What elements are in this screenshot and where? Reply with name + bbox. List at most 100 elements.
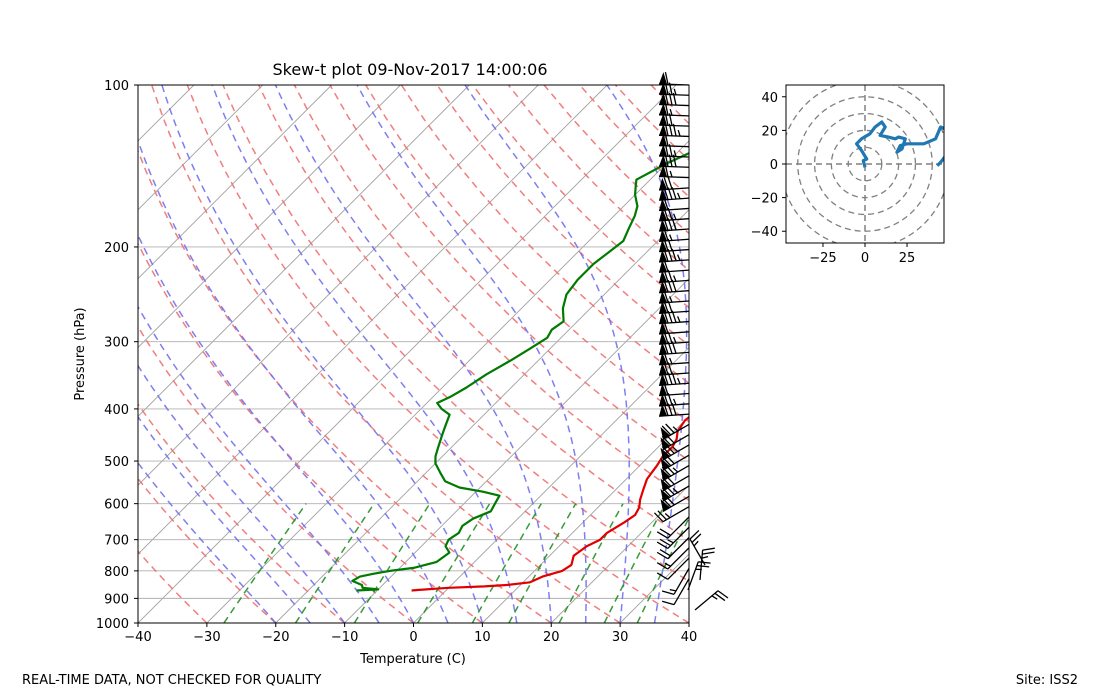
y-tick-label: 600 (104, 498, 129, 513)
barb-staff (687, 561, 699, 591)
temperature-profile (411, 415, 689, 592)
barb-staff (659, 290, 690, 294)
barb-flag (659, 290, 668, 304)
barb-full (671, 403, 677, 416)
barb-staff (659, 187, 690, 191)
barb-full (667, 300, 673, 313)
dry-adiabat (222, 85, 689, 583)
barb-full (664, 154, 669, 167)
wind-barb (659, 177, 690, 191)
barb-full (667, 362, 673, 375)
barb-full (668, 144, 673, 157)
wind-barb (659, 197, 690, 212)
y-tick-label: 900 (104, 592, 129, 607)
wind-barb (659, 393, 690, 407)
wind-barb (659, 352, 690, 366)
barb-flag (659, 352, 668, 365)
barb-full (665, 423, 675, 434)
barb-full (656, 551, 669, 560)
barb-staff (659, 392, 690, 397)
wind-barb (659, 248, 690, 263)
barb-full (659, 538, 671, 547)
barb-staff (659, 310, 690, 315)
barb-flag (659, 144, 668, 157)
barb-full (663, 208, 669, 221)
barb-flag (659, 321, 668, 334)
barb-full (671, 310, 677, 323)
wind-barb (661, 568, 690, 595)
barb-flag (659, 311, 668, 324)
isotherm-line (206, 140, 689, 623)
wind-barb (659, 269, 690, 284)
sounding-profiles (351, 152, 689, 592)
dry-adiabat-lines (138, 85, 689, 623)
mixing-ratio-line (636, 516, 689, 623)
dry-adiabat (138, 149, 552, 623)
barb-flag (659, 342, 668, 355)
wind-barb (687, 561, 711, 591)
barb-full (667, 279, 673, 293)
barb-full (665, 485, 675, 496)
barb-flag (659, 331, 668, 345)
barb-half (669, 588, 677, 592)
barb-full (665, 444, 675, 454)
barb-full (661, 487, 672, 498)
wind-barb (658, 133, 690, 148)
dry-adiabat (138, 242, 483, 623)
barb-flag (659, 187, 668, 201)
barb-staff (659, 259, 690, 263)
dewpoint-profile (351, 152, 689, 592)
moist-adiabat (138, 415, 311, 623)
barb-full (665, 464, 675, 475)
barb-flag (659, 280, 668, 293)
barb-full (661, 497, 672, 508)
barb-half (669, 170, 673, 178)
wind-barb (658, 102, 690, 117)
barb-full (661, 456, 672, 467)
barb-half (672, 467, 679, 473)
barb-full (667, 218, 673, 231)
y-tick-label: 300 (104, 336, 129, 351)
wind-barb (653, 506, 690, 523)
wind-barb (656, 526, 690, 550)
barb-full (667, 403, 673, 416)
barb-full (672, 92, 677, 106)
barb-full (663, 352, 669, 365)
barb-half (664, 512, 671, 519)
barb-flag (659, 301, 668, 314)
wind-barb (661, 578, 690, 606)
barb-full (663, 269, 669, 283)
barb-full (667, 249, 673, 262)
barb-full (702, 547, 715, 551)
dry-adiabat (543, 85, 689, 235)
barb-full (714, 592, 726, 602)
barb-full (656, 572, 669, 580)
barb-staff (659, 331, 690, 335)
barb-full (663, 218, 669, 231)
isotherm-line (138, 85, 264, 211)
barb-half (677, 377, 681, 385)
barb-full (664, 123, 669, 136)
barb-full (668, 123, 673, 136)
barb-staff (667, 516, 690, 539)
moist-adiabat (606, 85, 688, 623)
barb-flag (659, 102, 668, 116)
moist-adiabat (138, 138, 449, 623)
barb-full (656, 562, 669, 570)
barb-full (663, 311, 669, 324)
isotherm-line (344, 277, 689, 623)
barb-staff (659, 413, 690, 417)
barb-half (677, 316, 681, 323)
barb-half (673, 150, 677, 157)
barb-staff (659, 218, 690, 222)
barb-staff (673, 578, 690, 605)
barb-full (664, 82, 669, 95)
barb-full (668, 154, 673, 167)
barb-staff (659, 382, 690, 386)
barb-full (661, 425, 672, 436)
moist-adiabat (274, 85, 553, 623)
x-tick-label: 40 (681, 630, 698, 645)
barb-full (663, 239, 669, 252)
wind-barb (659, 290, 690, 304)
barb-full (671, 372, 677, 385)
